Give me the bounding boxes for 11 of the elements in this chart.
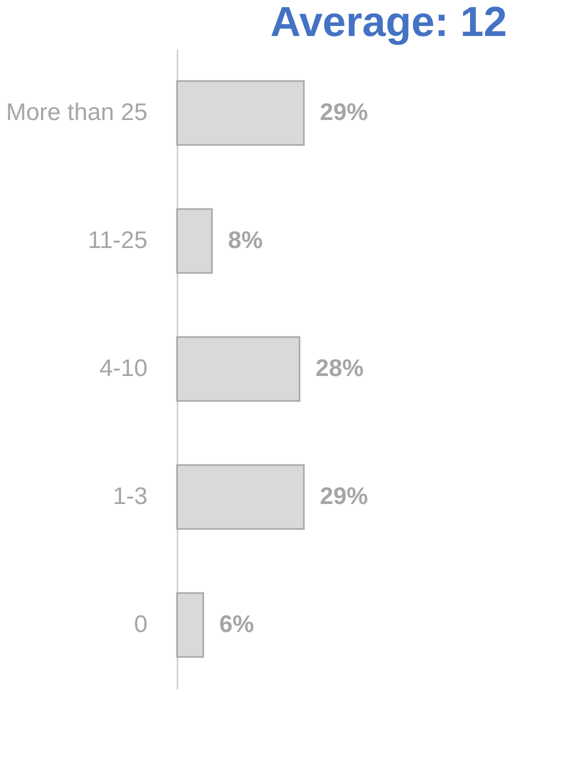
y-tick-label: 0 xyxy=(134,611,148,638)
data-label: 29% xyxy=(320,99,368,126)
data-label: 8% xyxy=(228,227,263,254)
data-label: 6% xyxy=(219,611,254,638)
data-label: 29% xyxy=(320,483,368,510)
y-tick-label: 1-3 xyxy=(112,483,148,510)
data-label: 28% xyxy=(316,355,364,382)
y-tick-label: More than 25 xyxy=(6,99,148,126)
y-tick-label: 4-10 xyxy=(99,355,148,382)
text: Average: 12 xyxy=(270,0,507,45)
y-tick-label: 11-25 xyxy=(88,227,148,254)
